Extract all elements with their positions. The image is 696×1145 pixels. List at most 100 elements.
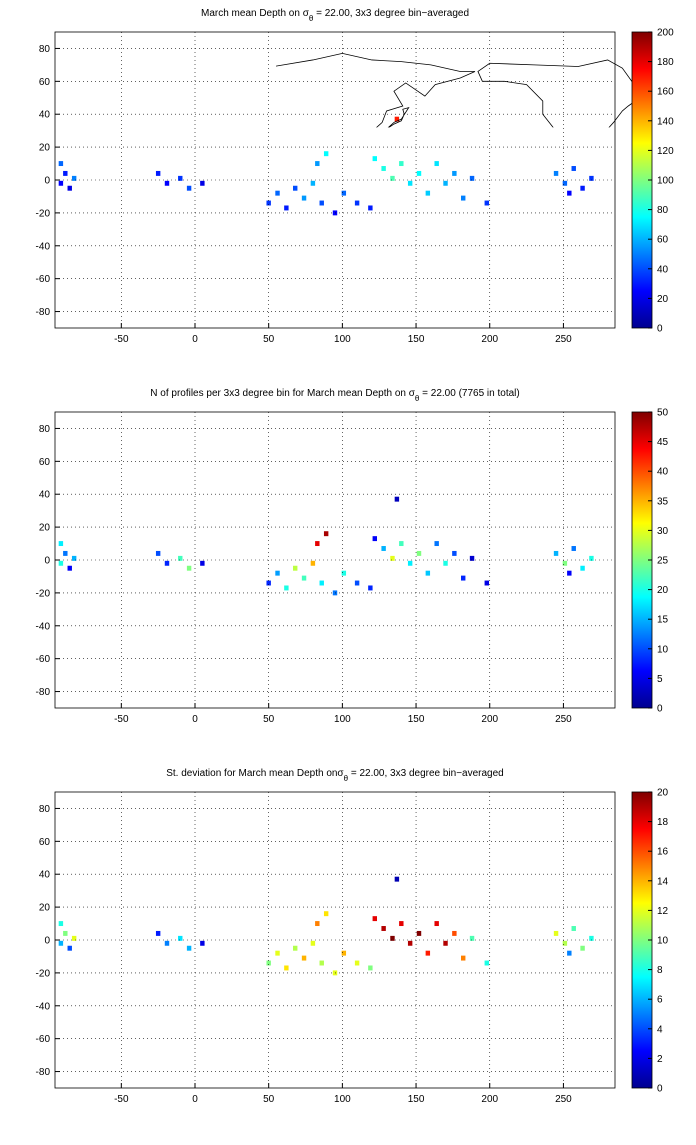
grid-cell <box>589 175 594 181</box>
grid-cell <box>469 175 475 181</box>
x-tick-label: -50 <box>114 714 129 725</box>
grid-cell <box>368 585 373 591</box>
colorbar-tick-label: 10 <box>657 936 669 947</box>
y-tick-label: -20 <box>36 208 51 219</box>
colorbar-tick-label: 100 <box>657 176 674 187</box>
grid-cell <box>266 960 271 966</box>
colorbar-tick-label: 80 <box>657 205 669 216</box>
grid-cell <box>186 565 192 571</box>
colorbar-tick-label: 8 <box>657 965 663 976</box>
grid-cell <box>407 180 413 186</box>
grid-cell <box>399 921 404 927</box>
title-part: N of profiles per 3x3 degree bin for Mar… <box>150 388 415 399</box>
grid-cell <box>381 546 386 551</box>
grid-cell <box>562 180 568 186</box>
y-tick-label: -40 <box>36 1001 51 1012</box>
grid-cell <box>323 151 329 157</box>
grid-cell <box>63 170 68 176</box>
y-tick-label: -20 <box>36 588 51 599</box>
y-tick-label: -60 <box>36 274 51 285</box>
grid-cell <box>399 161 404 167</box>
grid-cell <box>266 580 271 586</box>
title-part: March mean Depth on σ <box>201 8 310 19</box>
x-tick-label: 50 <box>263 714 275 725</box>
grid-cell <box>372 916 377 922</box>
grid-cell <box>553 550 559 556</box>
y-tick-label: -60 <box>36 654 51 665</box>
title-part: = 22.00, 3x3 degree bin−averaged <box>313 8 469 19</box>
grid-cell <box>416 550 422 556</box>
grid-cell <box>275 950 280 956</box>
x-tick-label: 200 <box>481 334 498 345</box>
grid-cell <box>394 116 400 122</box>
x-tick-label: 200 <box>481 714 498 725</box>
colorbar-tick-label: 18 <box>657 817 669 828</box>
grid-cell <box>155 930 161 936</box>
x-tick-label: 250 <box>555 1094 572 1105</box>
grid-cell <box>372 156 377 162</box>
grid-cell <box>63 930 68 936</box>
grid-cell <box>484 200 489 206</box>
grid-cell <box>368 205 373 211</box>
x-tick-label: 0 <box>192 714 198 725</box>
grid-cell <box>58 180 64 186</box>
grid-cell <box>200 940 205 946</box>
chart-title: March mean Depth on σθ = 22.00, 3x3 degr… <box>201 8 469 23</box>
x-tick-label: 0 <box>192 1094 198 1105</box>
y-tick-label: -60 <box>36 1034 51 1045</box>
grid-cell <box>58 940 64 946</box>
y-tick-label: -20 <box>36 968 51 979</box>
y-tick-label: -80 <box>36 307 51 318</box>
colorbar-tick-label: 40 <box>657 264 669 275</box>
y-tick-label: 40 <box>39 110 51 121</box>
y-tick-label: 80 <box>39 44 51 55</box>
grid-cell <box>567 570 572 576</box>
x-tick-label: 150 <box>408 334 425 345</box>
y-tick-label: 20 <box>39 523 51 534</box>
grid-cell <box>407 940 413 946</box>
colorbar-tick-label: 40 <box>657 467 669 478</box>
grid-cell <box>323 911 329 917</box>
colorbar-tick-label: 4 <box>657 1024 663 1035</box>
grid-cell <box>293 185 298 191</box>
grid-cell <box>178 935 183 941</box>
grid-cell <box>425 190 431 196</box>
colorbar-tick-label: 0 <box>657 704 663 715</box>
grid-cell <box>571 546 576 551</box>
grid-cell <box>461 575 466 581</box>
grid-cell <box>425 570 431 576</box>
grid-cell <box>293 565 298 571</box>
map-panel: St. deviation for March mean Depth onσθ … <box>36 768 669 1105</box>
map-panel: March mean Depth on σθ = 22.00, 3x3 degr… <box>36 8 675 345</box>
grid-cell <box>571 926 576 931</box>
colorbar-tick-label: 15 <box>657 615 669 626</box>
grid-cell <box>275 570 280 576</box>
y-tick-label: -40 <box>36 621 51 632</box>
colorbar-tick-label: 6 <box>657 995 663 1006</box>
grid-cell <box>155 170 161 176</box>
grid-cell <box>301 955 307 961</box>
grid-cell <box>164 560 170 566</box>
grid-cell <box>71 175 77 181</box>
y-tick-label: 20 <box>39 143 51 154</box>
grid-cell <box>178 555 183 561</box>
grid-cell <box>310 940 316 946</box>
map-panel: N of profiles per 3x3 degree bin for Mar… <box>36 388 669 725</box>
grid-cell <box>368 965 373 971</box>
colorbar-tick-label: 120 <box>657 146 674 157</box>
grid-cell <box>372 536 377 542</box>
grid-cell <box>394 876 400 882</box>
colorbar-tick-label: 20 <box>657 788 669 799</box>
grid-cell <box>452 550 457 556</box>
grid-cell <box>67 945 72 951</box>
grid-cell <box>284 965 289 971</box>
grid-cell <box>567 950 572 956</box>
grid-cell <box>434 921 439 927</box>
colorbar-tick-label: 180 <box>657 57 674 68</box>
grid-cell <box>381 926 386 931</box>
title-part: St. deviation for March mean Depth onσ <box>166 768 344 779</box>
colorbar-tick-label: 20 <box>657 585 669 596</box>
grid-cell <box>71 935 77 941</box>
title-subscript: θ <box>309 14 314 23</box>
